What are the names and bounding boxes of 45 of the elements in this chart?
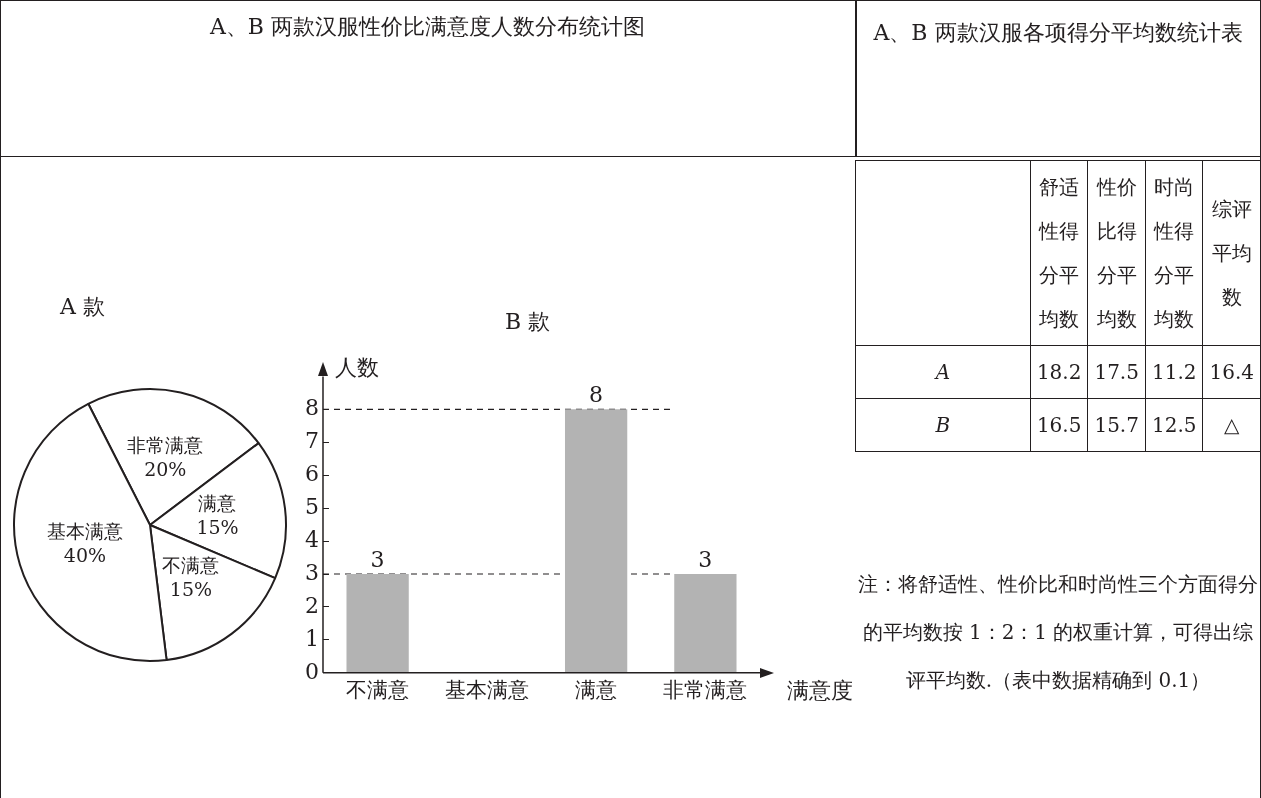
- slice-label: 基本满意: [46, 519, 123, 542]
- data-label: 20%: [144, 457, 187, 480]
- category-label: 综评平均数: [1202, 160, 1261, 346]
- text: 16.4: [1209, 360, 1254, 384]
- y-tick-label: 1: [305, 625, 319, 651]
- y-tick-label: 6: [305, 460, 319, 486]
- data-label: 40%: [63, 543, 107, 566]
- x-axis-title: 满意度: [787, 677, 853, 703]
- category-label: 舒适性得分平均数: [1030, 160, 1088, 346]
- text: 15.7: [1094, 413, 1139, 437]
- category-label: A: [935, 360, 951, 384]
- data-label: 3: [370, 546, 385, 572]
- text: A、B 两款汉服各项得分平均数统计表: [872, 19, 1244, 47]
- y-tick-label: 8: [305, 395, 319, 421]
- text: 18.2: [1036, 360, 1082, 384]
- text: △: [1224, 413, 1240, 437]
- data-label: 15%: [196, 515, 239, 538]
- chart-title: B 款: [504, 308, 551, 334]
- y-axis-title: 人数: [335, 355, 379, 381]
- x-tick-label: 满意: [575, 677, 618, 702]
- data-label: 15%: [169, 578, 213, 601]
- slice-label: 满意: [198, 491, 237, 514]
- slice-label: 不满意: [162, 554, 220, 577]
- text: A、B 两款汉服性价比满意度人数分布统计图: [208, 13, 647, 41]
- y-tick-label: 3: [305, 559, 319, 585]
- category-label: B: [935, 413, 951, 437]
- y-tick-label: 2: [305, 592, 319, 618]
- text: 17.5: [1094, 360, 1139, 384]
- chart-subtitle: A 款: [60, 293, 105, 321]
- text: 16.5: [1036, 413, 1082, 437]
- text: 11.2: [1151, 360, 1197, 384]
- category-label: 时尚性得分平均数: [1145, 160, 1203, 346]
- text: 注：将舒适性、性价比和时尚性三个方面得分的平均数按 1：2：1 的权重计算，可得出综评平均数.（表中数据精确到 0.1）: [858, 572, 1258, 692]
- slice-label: 非常满意: [127, 433, 204, 456]
- data-label: 8: [589, 382, 604, 408]
- text: 12.5: [1151, 413, 1197, 437]
- data-label: 3: [698, 546, 713, 572]
- y-tick-label: 5: [305, 493, 319, 519]
- y-tick-label: 7: [305, 427, 319, 453]
- category-label: 性价比得分平均数: [1087, 160, 1146, 346]
- y-tick-label: 0: [305, 658, 319, 684]
- y-tick-label: 4: [305, 526, 319, 552]
- x-tick-label: 不满意: [346, 677, 410, 702]
- x-tick-label: 非常满意: [663, 677, 748, 702]
- x-tick-label: 基本满意: [444, 677, 529, 702]
